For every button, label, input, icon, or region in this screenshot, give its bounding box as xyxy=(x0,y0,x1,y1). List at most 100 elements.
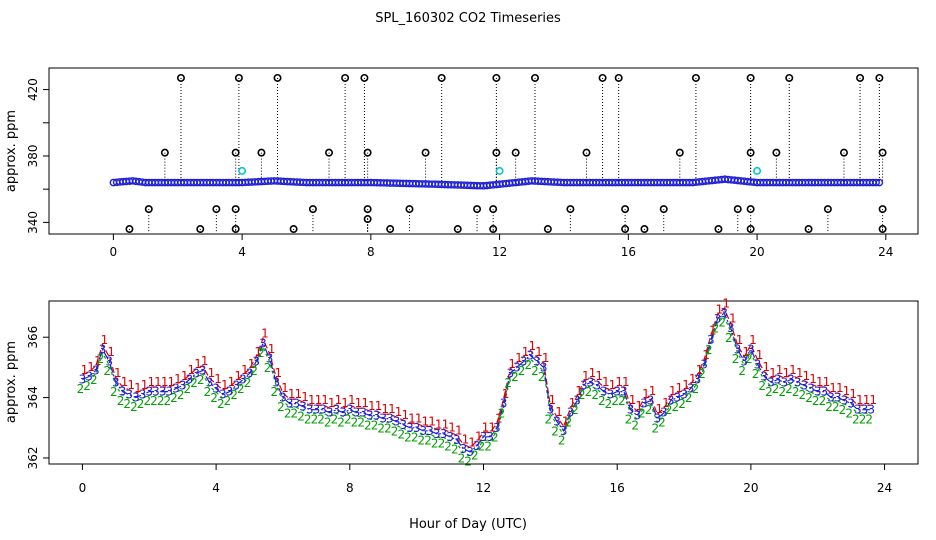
bottom-series-point: 1 xyxy=(776,363,784,377)
bottom-series-point: 2 xyxy=(317,412,325,426)
bottom-series-point: 3 xyxy=(660,406,668,420)
bottom-series-point: 2 xyxy=(558,433,566,447)
bottom-series-point: 2 xyxy=(204,385,212,399)
top-outlier-point xyxy=(212,205,221,214)
bottom-series-point: 2 xyxy=(859,412,867,426)
bottom-series-point: 3 xyxy=(386,412,394,426)
bottom-series-point: 1 xyxy=(736,333,744,347)
bottom-series-point: 1 xyxy=(214,372,222,386)
bottom-series-point: 1 xyxy=(401,408,409,422)
bottom-series-point: 1 xyxy=(268,342,276,356)
bottom-series-point: 2 xyxy=(698,367,706,381)
bottom-series-point: 1 xyxy=(803,369,811,383)
bottom-series-point: 2 xyxy=(304,412,312,426)
bottom-series-point: 2 xyxy=(551,424,559,438)
top-outlier-point xyxy=(785,73,794,82)
top-outlier-point xyxy=(566,205,575,214)
top-outlier-point xyxy=(804,225,813,234)
bottom-series-point: 1 xyxy=(361,396,369,410)
top-outlier-point xyxy=(386,225,395,234)
bottom-series-point: 2 xyxy=(164,394,172,408)
bottom-series-point: 1 xyxy=(655,402,663,416)
bottom-series-point: 1 xyxy=(742,345,750,359)
bottom-series-point: 2 xyxy=(565,415,573,429)
top-outlier-point xyxy=(437,73,446,82)
bottom-series-point: 3 xyxy=(834,391,842,405)
bottom-series-lines xyxy=(82,307,872,457)
bottom-series-point: 1 xyxy=(295,387,303,401)
top-outlier-point xyxy=(405,205,414,214)
bottom-series-point: 2 xyxy=(224,394,232,408)
bottom-series-point: 2 xyxy=(458,452,466,466)
bottom-series-point: 1 xyxy=(462,432,470,446)
bottom-series-point: 1 xyxy=(823,375,831,389)
bottom-series-point: 2 xyxy=(137,397,145,411)
bottom-series-point: 1 xyxy=(107,345,115,359)
bottom-series-point: 3 xyxy=(239,372,247,386)
bottom-series-point: 2 xyxy=(685,391,693,405)
top-outlier-point xyxy=(878,225,887,234)
bottom-series-point: 2 xyxy=(618,394,626,408)
bottom-series-point: 2 xyxy=(110,385,118,399)
bottom-series-point: 3 xyxy=(333,403,341,417)
bottom-series-point: 2 xyxy=(184,382,192,396)
bottom-series-point: 3 xyxy=(166,385,174,399)
bottom-series-point: 2 xyxy=(371,418,379,432)
bottom-series-point: 2 xyxy=(738,364,746,378)
bottom-series-point: 2 xyxy=(130,400,138,414)
bottom-series-point: 3 xyxy=(827,391,835,405)
top-outlier-point xyxy=(325,148,334,157)
bottom-series-point: 3 xyxy=(747,342,755,356)
bottom-series-point: 1 xyxy=(602,375,610,389)
bottom-series-point: 3 xyxy=(99,342,107,356)
bottom-series-point: 3 xyxy=(567,406,575,420)
bottom-series-point: 2 xyxy=(792,385,800,399)
bottom-series-point: 3 xyxy=(613,385,621,399)
top-x-tick-label: 20 xyxy=(749,245,764,259)
bottom-series-point: 2 xyxy=(170,391,178,405)
bottom-series-point: 3 xyxy=(139,388,147,402)
bottom-series-point: 3 xyxy=(460,442,468,456)
bottom-series-point: 2 xyxy=(291,406,299,420)
bottom-series-point: 2 xyxy=(117,394,125,408)
bottom-series-point: 2 xyxy=(284,406,292,420)
top-outlier-point xyxy=(746,205,755,214)
bottom-series-point: 3 xyxy=(232,379,240,393)
top-outlier-stems xyxy=(128,77,884,232)
bottom-series-point: 2 xyxy=(825,400,833,414)
bottom-series-point: 1 xyxy=(575,384,583,398)
bottom-series-point: 2 xyxy=(404,430,412,444)
bottom-series-point: 3 xyxy=(841,394,849,408)
bottom-series-point: 1 xyxy=(241,363,249,377)
bottom-series-point: 1 xyxy=(869,393,877,407)
bottom-series-point: 2 xyxy=(752,367,760,381)
bottom-series-point: 3 xyxy=(420,424,428,438)
bottom-series-point: 2 xyxy=(250,364,258,378)
bottom-series-point: 2 xyxy=(337,415,345,429)
bottom-series-point: 3 xyxy=(306,403,314,417)
bottom-series-point: 1 xyxy=(168,375,176,389)
bottom-series-point: 3 xyxy=(680,388,688,402)
bottom-series-point: 2 xyxy=(270,385,278,399)
bottom-series-point: 1 xyxy=(816,375,824,389)
bottom-series-point: 2 xyxy=(524,358,532,372)
bottom-series-point: 3 xyxy=(119,385,127,399)
bottom-series-point: 3 xyxy=(219,388,227,402)
bottom-series-point: 3 xyxy=(526,348,534,362)
bottom-y-tick-label: 366 xyxy=(26,326,40,349)
bottom-series-point: 3 xyxy=(172,382,180,396)
bottom-series-point: 3 xyxy=(821,385,829,399)
bottom-series-point: 1 xyxy=(221,378,229,392)
bottom-series-point: 2 xyxy=(785,382,793,396)
bottom-series-point: 1 xyxy=(629,393,637,407)
top-outlier-point xyxy=(875,73,884,82)
bottom-series-point: 1 xyxy=(422,414,430,428)
bottom-y-tick-label: 362 xyxy=(26,447,40,470)
bottom-series-point: 1 xyxy=(843,384,851,398)
top-outlier-point xyxy=(257,148,266,157)
bottom-series-line xyxy=(82,307,872,449)
bottom-series-point: 3 xyxy=(326,406,334,420)
bottom-x-tick-label: 8 xyxy=(346,481,354,495)
top-outlier-point xyxy=(614,73,623,82)
bottom-series-point: 2 xyxy=(297,409,305,423)
